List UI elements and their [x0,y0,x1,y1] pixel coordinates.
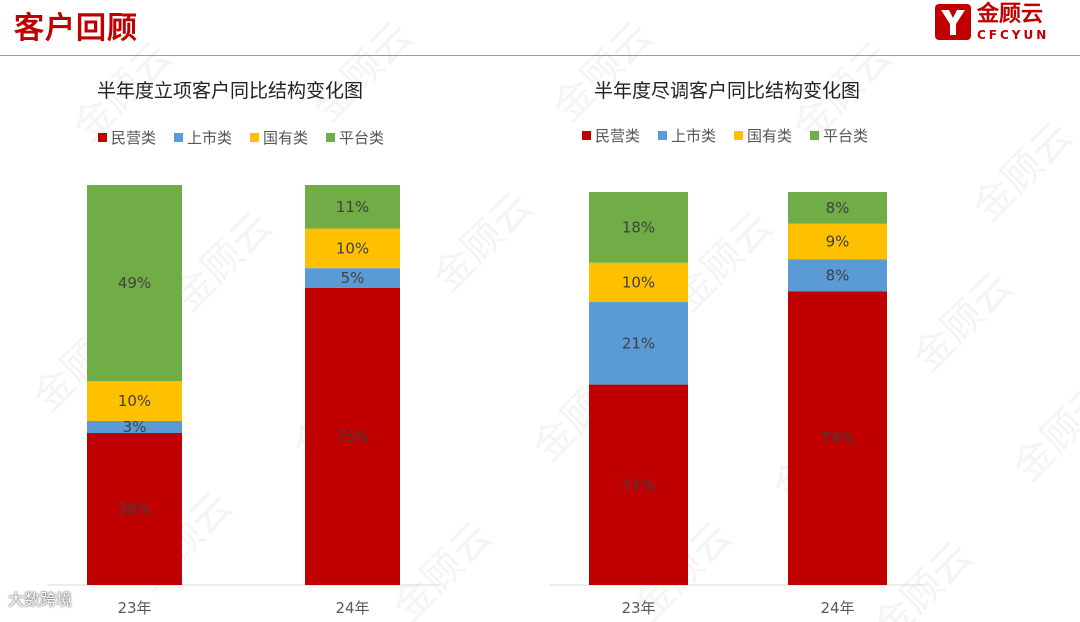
legend-swatch [582,131,591,140]
legend-label: 上市类 [671,127,716,145]
x-tick-label: 24年 [335,599,369,617]
bar-segment [788,259,887,292]
data-label: 10% [336,239,369,257]
chart-title: 半年度尽调客户同比结构变化图 [594,80,860,102]
legend-label: 民营类 [111,129,156,147]
legend-label: 国有类 [747,127,792,145]
legend-swatch [326,133,335,142]
legend-swatch [810,131,819,140]
data-label: 49% [118,274,151,292]
data-label: 8% [826,266,850,284]
chart-title: 半年度立项客户同比结构变化图 [97,80,363,102]
bar-segment [589,262,688,303]
data-label: 18% [622,218,655,236]
data-label: 74% [821,429,854,447]
brand-logo: 金顾云 CFCYUN [935,4,1070,46]
data-label: 11% [336,198,369,216]
x-tick-label: 23年 [117,599,151,617]
bar-segment [589,302,688,385]
bar-segment [305,268,400,288]
data-label: 9% [826,233,850,251]
bar-segment [305,228,400,269]
bar-segment [788,291,887,585]
bar-segment [305,185,400,229]
data-label: 51% [622,476,655,494]
bar-segment [87,185,182,381]
data-label: 75% [336,427,369,445]
data-label: 21% [622,334,655,352]
data-label: 8% [826,199,850,217]
legend-label: 平台类 [339,129,384,147]
header-divider [0,55,1080,56]
bar-segment [589,192,688,263]
x-tick-label: 24年 [820,599,854,617]
source-watermark: 大数跨境 [8,590,73,609]
bar-segment [788,192,887,224]
x-tick-label: 23年 [621,599,655,617]
legend-swatch [174,133,183,142]
bar-segment [305,287,400,585]
data-label: 10% [622,273,655,291]
legend-swatch [250,133,259,142]
bar-segment [87,381,182,421]
legend-swatch [98,133,107,142]
legend-label: 国有类 [263,129,308,147]
legend-swatch [658,131,667,140]
data-label: 10% [118,392,151,410]
legend-swatch [734,131,743,140]
data-label: 3% [123,418,147,436]
legend-label: 平台类 [823,127,868,145]
data-label: 5% [341,269,365,287]
bar-segment [788,223,887,260]
bar-segment [87,421,182,433]
logo-subtitle: CFCYUN [977,28,1050,42]
data-label: 38% [118,500,151,518]
bar-segment [87,433,182,585]
bar-segment [589,384,688,585]
logo-name: 金顾云 [977,2,1044,27]
page-title: 客户回顾 [14,11,138,46]
logo-mark-icon [935,4,971,40]
legend-label: 上市类 [187,129,232,147]
header: 客户回顾 金顾云 CFCYUN [0,0,1080,56]
legend-label: 民营类 [595,127,640,145]
